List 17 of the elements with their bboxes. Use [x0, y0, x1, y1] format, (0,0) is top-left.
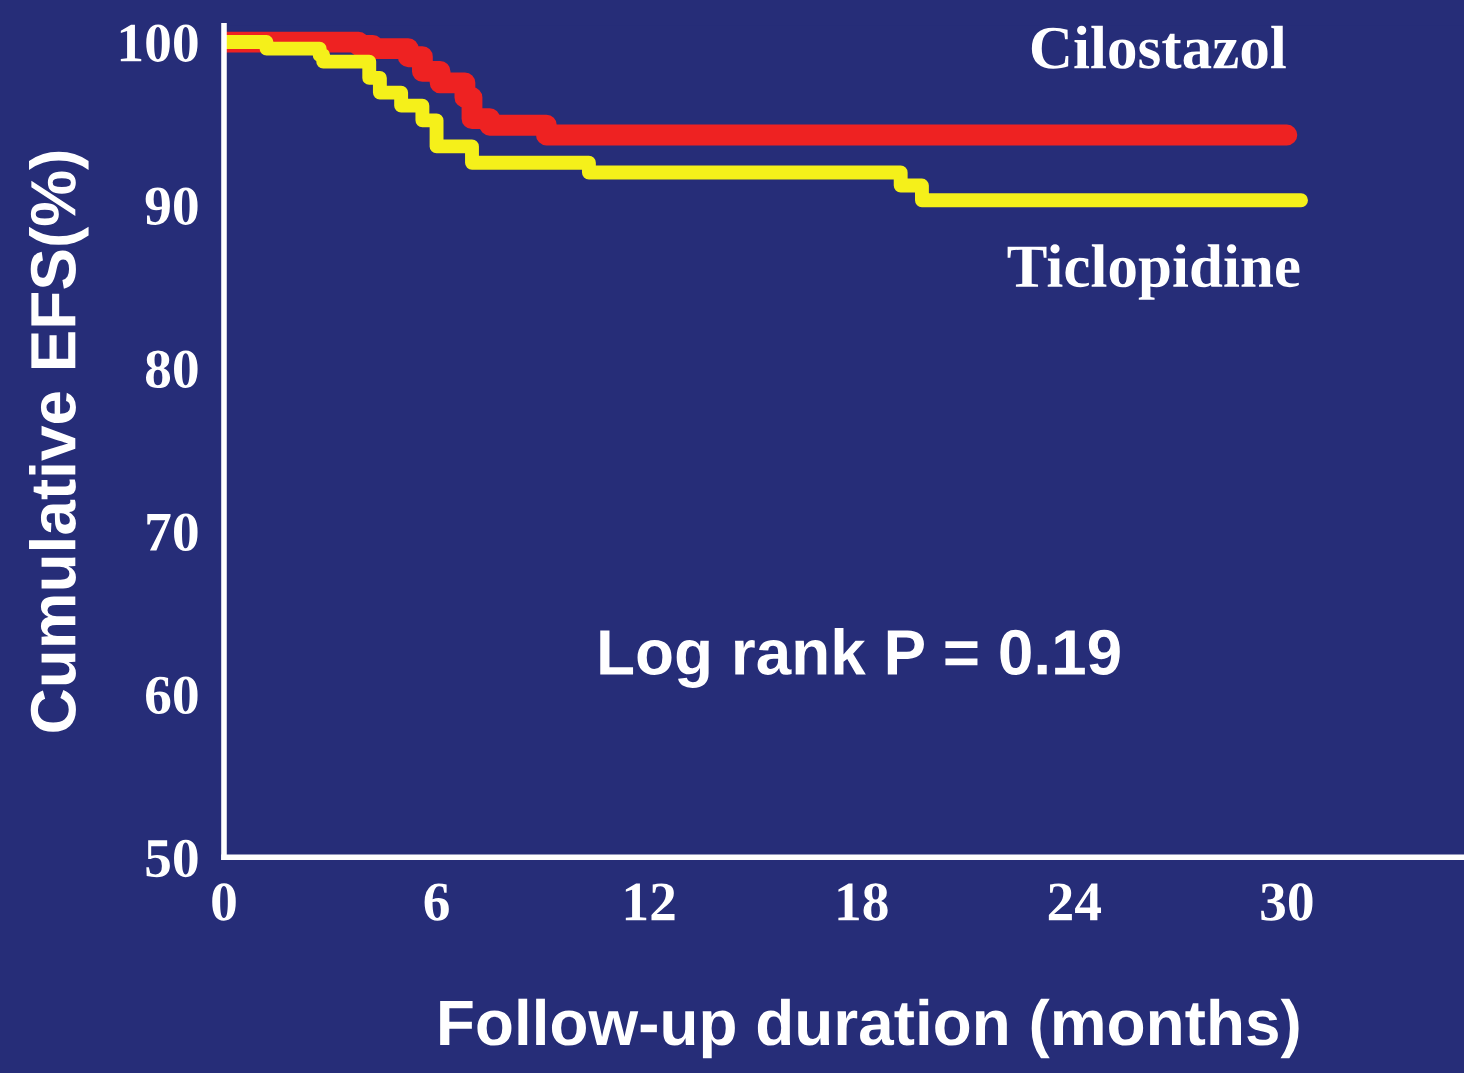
x-tick-label: 18 — [838, 883, 888, 921]
series-label: Cilostazol — [1031, 25, 1286, 69]
y-tick-label: 60 — [146, 676, 198, 715]
y-tick-label: 90 — [145, 187, 198, 225]
y-tick-label: 70 — [147, 513, 198, 552]
y-tick-label: 100 — [120, 24, 198, 62]
x-tick-label: 0 — [212, 883, 236, 921]
x-tick-label: 24 — [1048, 883, 1102, 921]
series-label: Ticlopidine — [1007, 244, 1300, 300]
y-axis-title: Cumulative EFS(%) — [29, 151, 89, 732]
y-tick-label: 50 — [146, 839, 198, 878]
annotation: Log rank P = 0.19 — [600, 628, 1120, 688]
x-tick-label: 12 — [625, 883, 675, 921]
x-tick-label: 6 — [424, 883, 449, 921]
y-tick-label: 80 — [145, 350, 198, 388]
x-tick-label: 30 — [1261, 883, 1313, 921]
x-axis-title: Follow-up duration (months) — [440, 998, 1299, 1059]
